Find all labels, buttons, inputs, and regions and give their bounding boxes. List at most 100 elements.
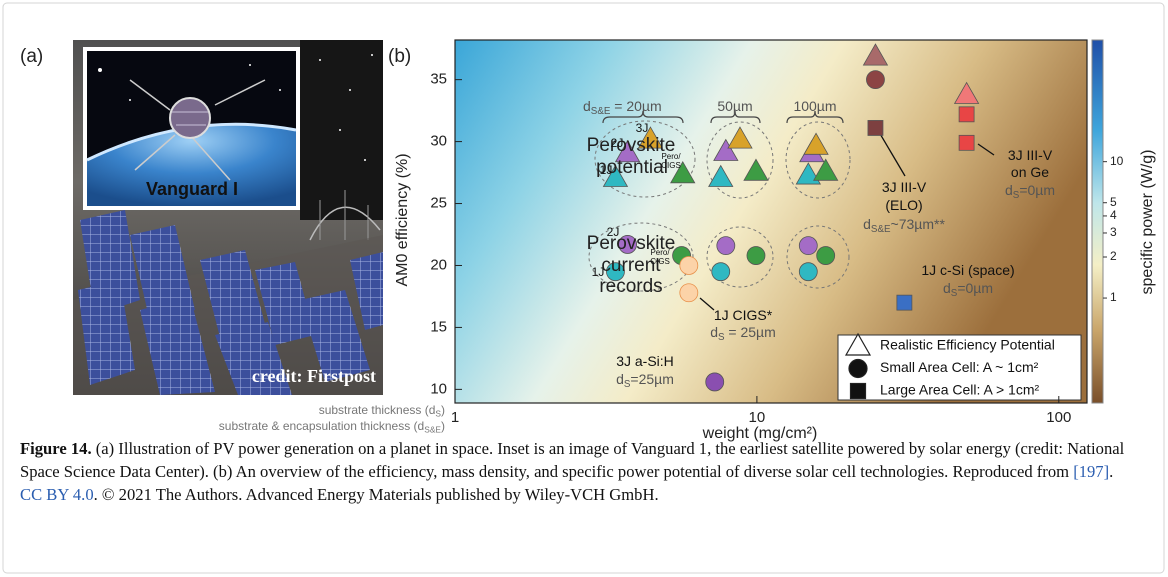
- annotation-text: (ELO): [885, 197, 922, 213]
- caption-label: Figure 14.: [20, 439, 92, 458]
- annotation: 1J c-Si (space): [921, 262, 1014, 278]
- colorbar-label: specific power (W/g): [1139, 150, 1156, 295]
- leader-lines: [699, 131, 995, 311]
- license-link[interactable]: CC BY 4.0: [20, 485, 94, 504]
- annotation: 100µm: [793, 98, 836, 114]
- circle-point: [716, 236, 736, 256]
- annotation-text: CIGS: [650, 257, 670, 266]
- legend-label: Large Area Cell: A > 1cm²: [880, 382, 1039, 398]
- y-axis-label: AM0 efficiency (%): [394, 153, 411, 286]
- annotation-text: 2J: [611, 136, 624, 150]
- annotation-text: d: [863, 216, 871, 232]
- annotation-text: ): [441, 403, 445, 417]
- y-tick-label: 15: [430, 318, 447, 335]
- annotation-text: CIGS: [661, 161, 681, 170]
- group-outlines: [588, 120, 851, 292]
- annotation: 1J: [592, 265, 605, 279]
- circle-point: [705, 372, 725, 392]
- annotation-text: Perovskite: [587, 233, 676, 254]
- annotation-text: d: [616, 371, 624, 387]
- annotation-text: substrate thickness (d: [319, 403, 436, 417]
- caption-text: .: [1109, 462, 1114, 481]
- annotation: substrate thickness (dS): [319, 403, 445, 419]
- annotation-text: current: [601, 255, 661, 276]
- y-tick-label: 25: [430, 195, 447, 212]
- caption-text: . © 2021 The Authors. Advanced Energy Ma…: [93, 485, 659, 504]
- annotation-text: = 25µm: [725, 324, 776, 340]
- x-tick-label: 100: [1046, 409, 1071, 426]
- annotation: Pero/: [650, 248, 670, 257]
- annotation: dS&E = 20µm: [583, 98, 662, 117]
- annotation: Perovskite: [587, 135, 676, 156]
- annotation-subscript: S&E: [871, 224, 891, 235]
- annotation-text: 1J c-Si (space): [921, 262, 1014, 278]
- triangle-point: [637, 126, 664, 149]
- circle-point: [816, 246, 836, 265]
- annotation: 3J III-V: [882, 179, 927, 195]
- annotation: 2J: [607, 225, 620, 239]
- circle-point: [606, 262, 625, 282]
- annotation-text: substrate & encapsulation thickness (d: [219, 419, 424, 433]
- annotation-subscript: S: [624, 379, 631, 390]
- x-tick-label: 10: [749, 409, 766, 426]
- annotation-subscript: S: [951, 288, 958, 299]
- annotation-text: potential: [596, 157, 668, 178]
- annotation-subscript: S&E: [591, 106, 611, 117]
- colorbar-tick-label: 10: [1110, 154, 1124, 168]
- circle-point: [711, 262, 731, 282]
- annotation-text: =25µm: [630, 371, 673, 387]
- annotation: (ELO): [885, 197, 922, 213]
- square-point: [896, 294, 913, 311]
- annotation-text: on Ge: [1011, 164, 1049, 180]
- triangle-point: [614, 139, 641, 163]
- legend-label: Small Area Cell: A ~ 1cm²: [880, 359, 1039, 375]
- plot-frame: [454, 39, 1088, 404]
- circle-point: [679, 283, 699, 303]
- colorbar-tick-label: 2: [1110, 249, 1117, 263]
- triangle-point: [743, 158, 769, 181]
- annotation: 3J III-V: [1008, 147, 1053, 163]
- annotation-text: Pero/: [650, 248, 670, 257]
- colorbar-tick-label: 3: [1110, 225, 1117, 239]
- annotation: dS=0µm: [943, 280, 993, 299]
- annotation: dS&E~73µm**: [863, 216, 945, 235]
- annotation-text: 1J: [600, 163, 613, 177]
- reference-link[interactable]: [197]: [1073, 462, 1110, 481]
- annotation: on Ge: [1011, 164, 1049, 180]
- annotation-text: = 20µm: [610, 98, 661, 114]
- annotation: current: [601, 255, 661, 276]
- y-tick-label: 10: [430, 380, 447, 397]
- annotation-text: =0µm: [1019, 182, 1055, 198]
- annotation: records: [599, 276, 662, 297]
- circle-point: [798, 236, 818, 256]
- annotation-text: =0µm: [957, 280, 993, 296]
- annotation-text: ~73µm**: [891, 216, 946, 232]
- annotation: 3J: [636, 121, 649, 135]
- annotation: 2J: [611, 136, 624, 150]
- annotation-text: 3J: [636, 121, 649, 135]
- annotation-text: d: [943, 280, 951, 296]
- legend-label: Realistic Efficiency Potential: [880, 337, 1055, 353]
- braces: [602, 110, 844, 124]
- annotation-text: Perovskite: [587, 135, 676, 156]
- legend-marker: [844, 332, 872, 356]
- annotation-text: 50µm: [717, 98, 752, 114]
- panel-label: (a): [20, 46, 43, 67]
- colorbar: [1092, 40, 1103, 403]
- annotation-text: 3J III-V: [1008, 147, 1053, 163]
- square-point: [867, 120, 884, 136]
- legend-marker: [848, 358, 868, 379]
- caption: Figure 14. (a) Illustration of PV power …: [20, 437, 1128, 506]
- triangle-point: [708, 164, 734, 187]
- x-axis-label: weight (mg/cm²): [702, 425, 818, 442]
- triangle-point: [953, 81, 980, 104]
- circle-point: [679, 256, 699, 275]
- square-point: [958, 134, 975, 151]
- x-tick-label: 1: [451, 409, 459, 426]
- triangle-point: [602, 164, 629, 187]
- circle-point: [618, 235, 637, 254]
- circle-point: [746, 246, 766, 265]
- annotation-text: 1J: [592, 265, 605, 279]
- panel-a-image: Vanguard I credit: Firstpost: [73, 40, 383, 395]
